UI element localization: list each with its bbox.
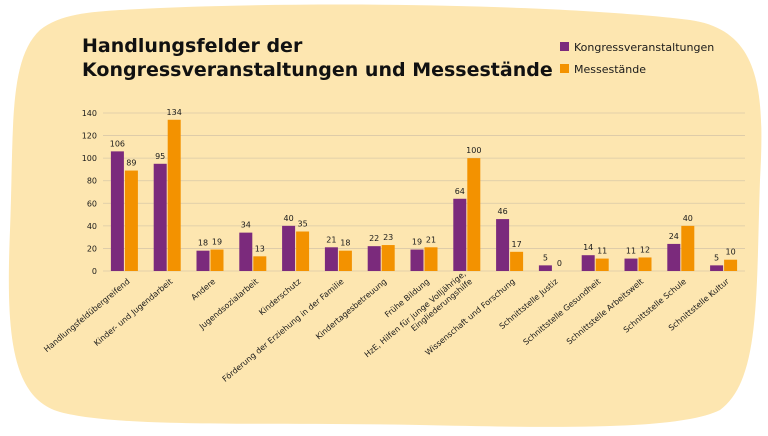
value-label: 12 — [640, 245, 650, 254]
background-blob — [8, 4, 762, 427]
value-label: 40 — [284, 214, 294, 223]
legend-label: Messestände — [574, 63, 646, 76]
bar — [667, 243, 681, 271]
bar — [581, 255, 595, 271]
bar — [710, 265, 724, 271]
value-label: 106 — [110, 139, 125, 148]
value-label: 18 — [198, 239, 208, 248]
y-tick-label: 20 — [87, 244, 97, 253]
bar — [638, 257, 652, 271]
value-label: 17 — [512, 240, 522, 249]
value-label: 18 — [340, 239, 350, 248]
bar — [381, 245, 395, 271]
value-label: 24 — [669, 232, 679, 241]
value-label: 21 — [326, 235, 336, 244]
bar — [624, 258, 638, 271]
bar — [110, 151, 124, 271]
value-label: 95 — [155, 152, 165, 161]
value-label: 14 — [583, 243, 593, 252]
value-label: 13 — [255, 244, 265, 253]
value-label: 21 — [426, 235, 436, 244]
bar — [253, 256, 267, 271]
value-label: 134 — [167, 108, 182, 117]
bar — [410, 249, 424, 271]
bar — [496, 219, 510, 271]
bar — [367, 246, 381, 271]
chart-title: Handlungsfelder der — [82, 35, 303, 57]
value-label: 64 — [455, 187, 465, 196]
chart-title: Kongressveranstaltungen und Messestände — [82, 59, 553, 81]
bar — [510, 251, 524, 271]
value-label: 23 — [383, 233, 393, 242]
bar — [681, 225, 695, 271]
bar — [210, 249, 224, 271]
legend-label: Kongressveranstaltungen — [574, 41, 714, 54]
legend-swatch — [560, 64, 569, 73]
legend-swatch — [560, 42, 569, 51]
bar — [538, 265, 552, 271]
bar — [239, 232, 253, 271]
value-label: 11 — [597, 247, 607, 256]
bar — [167, 119, 181, 272]
bar — [196, 250, 210, 271]
value-label: 40 — [683, 214, 693, 223]
bar — [453, 198, 467, 271]
bar — [338, 250, 352, 271]
value-label: 19 — [212, 238, 222, 247]
y-tick-label: 80 — [87, 177, 97, 186]
value-label: 5 — [543, 253, 548, 262]
bar — [595, 258, 609, 271]
y-tick-label: 120 — [82, 132, 97, 141]
value-label: 11 — [626, 247, 636, 256]
value-label: 34 — [241, 221, 251, 230]
value-label: 46 — [498, 207, 508, 216]
value-label: 35 — [298, 220, 308, 229]
y-tick-label: 40 — [87, 222, 97, 231]
y-tick-label: 60 — [87, 199, 97, 208]
y-tick-label: 0 — [92, 267, 97, 276]
value-label: 19 — [412, 238, 422, 247]
bar — [124, 170, 138, 271]
bar — [282, 225, 296, 271]
value-label: 100 — [466, 146, 481, 155]
bar — [424, 247, 438, 271]
bar — [467, 158, 481, 271]
bar — [724, 259, 738, 271]
value-label: 89 — [126, 159, 136, 168]
y-tick-label: 100 — [82, 154, 97, 163]
y-tick-label: 140 — [82, 109, 97, 118]
value-label: 0 — [557, 259, 562, 268]
bar — [296, 231, 310, 271]
value-label: 5 — [714, 253, 719, 262]
bar — [153, 163, 167, 271]
value-label: 10 — [726, 248, 736, 257]
value-label: 22 — [369, 234, 379, 243]
bar — [324, 247, 338, 271]
